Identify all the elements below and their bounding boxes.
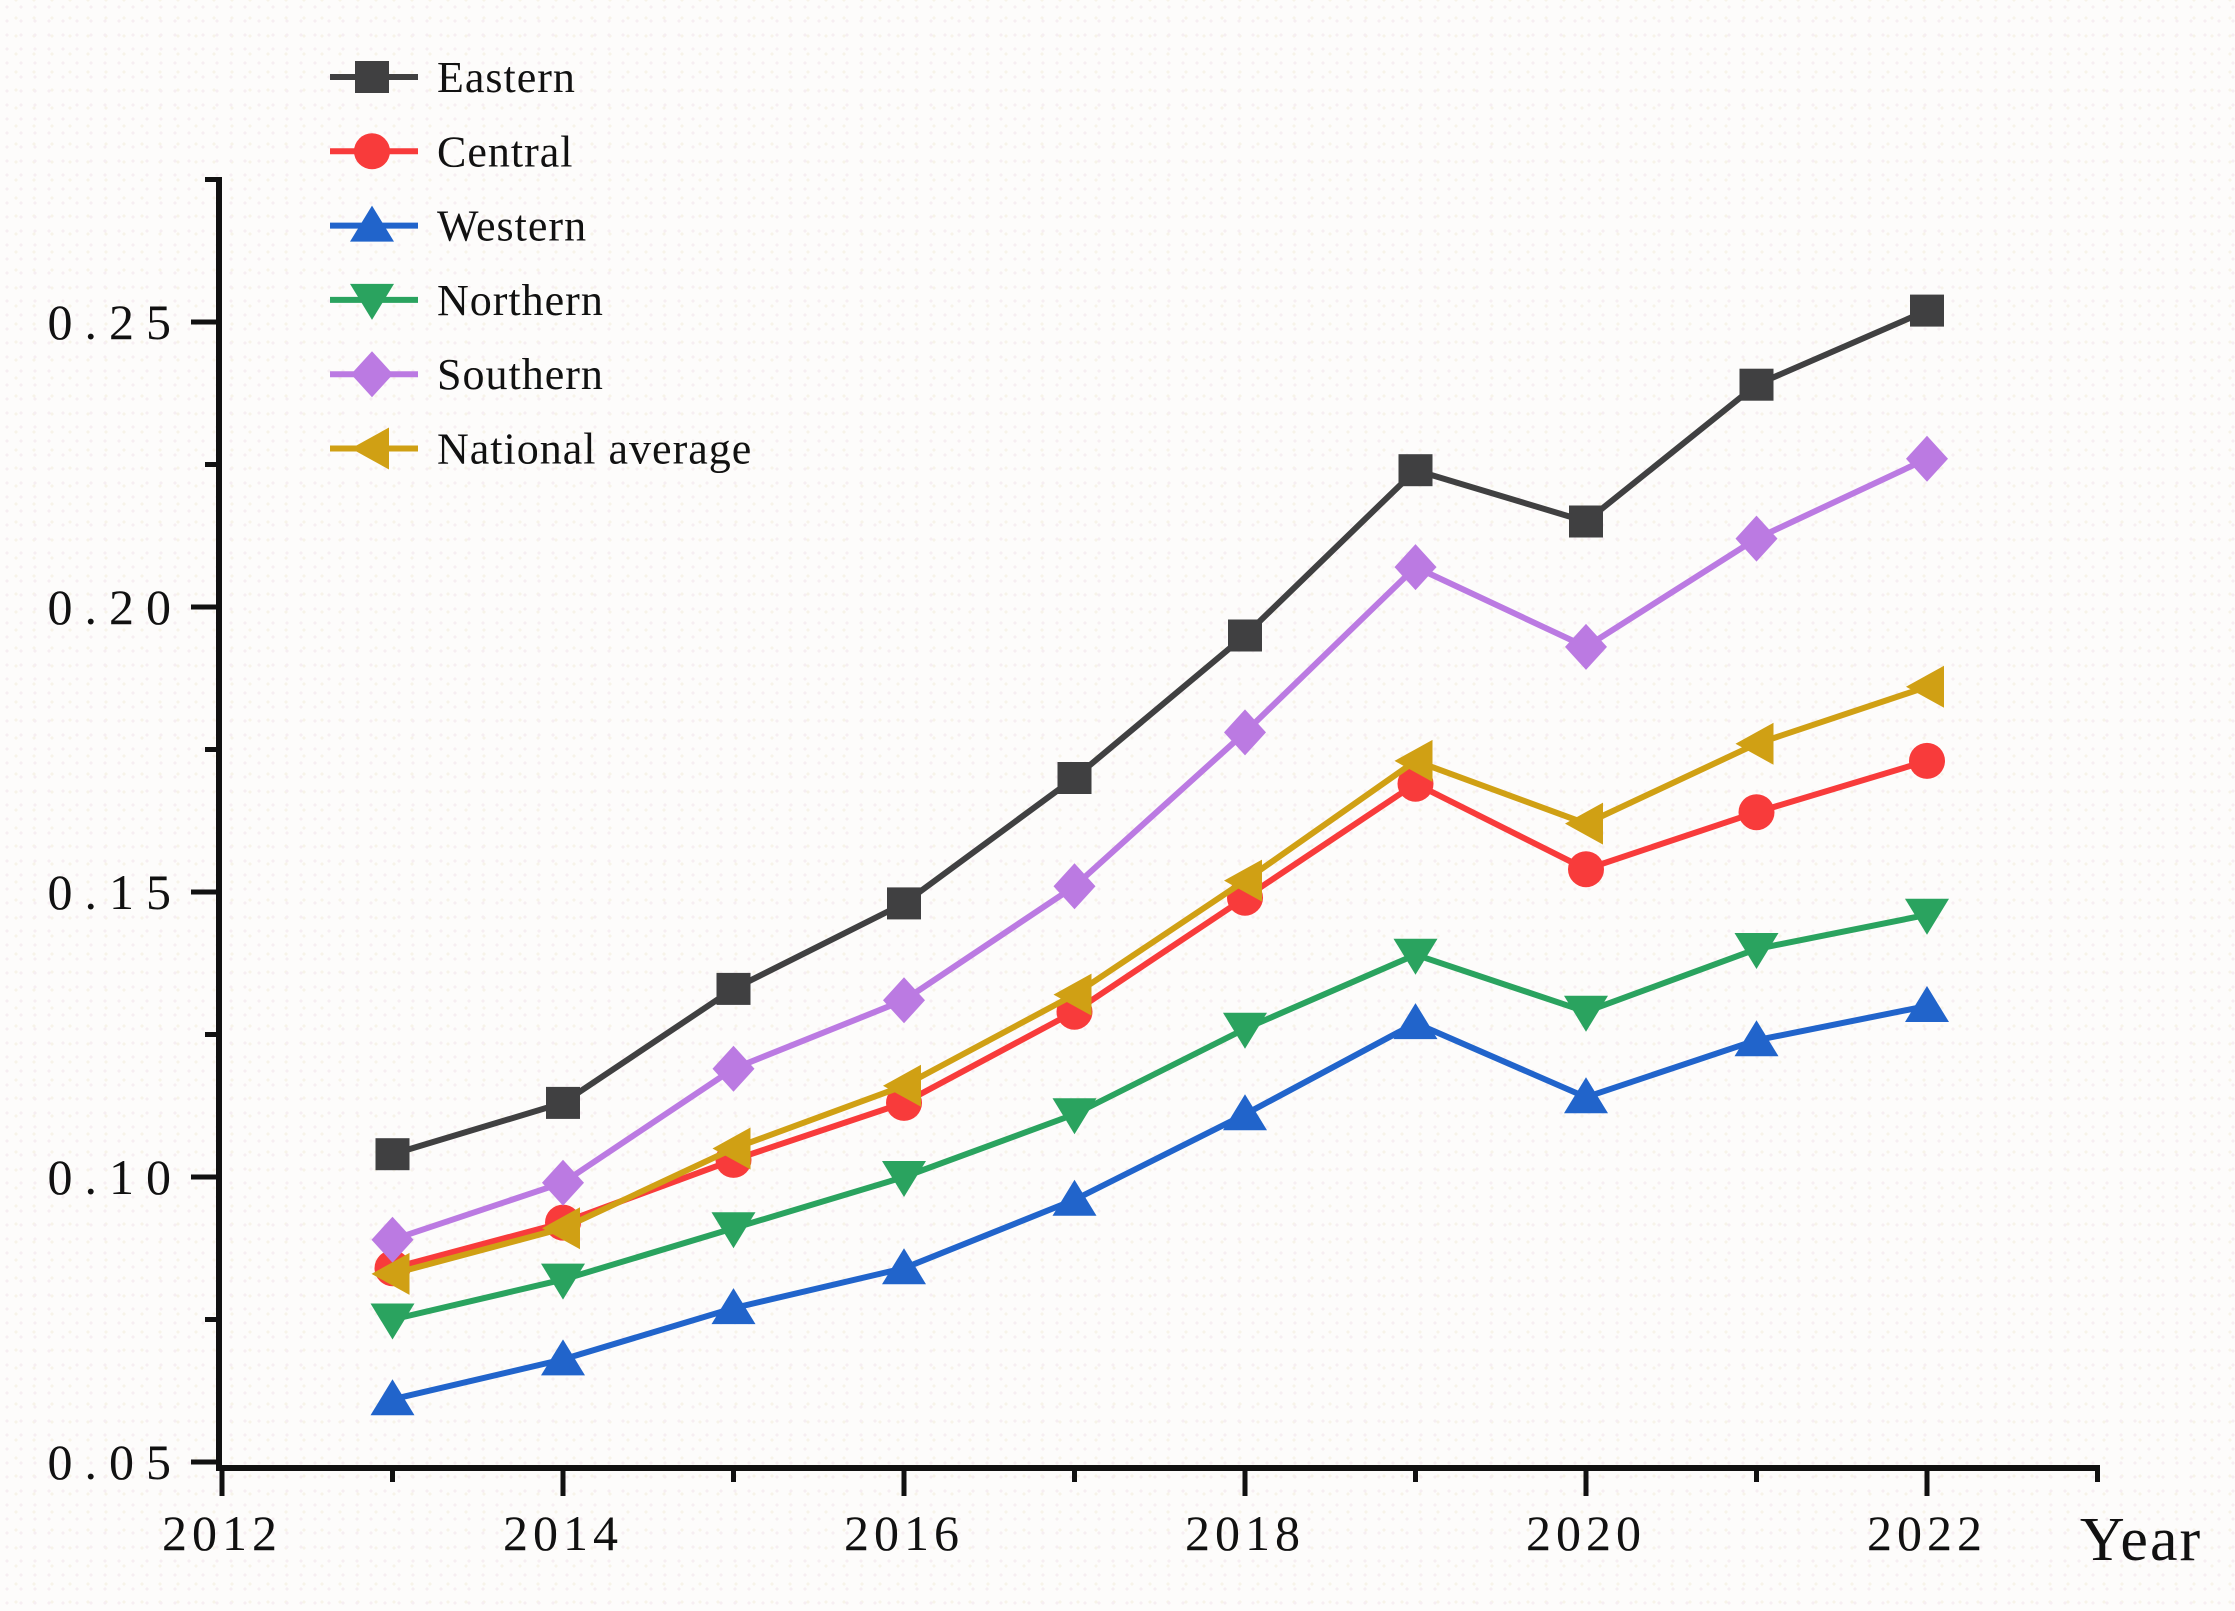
series-line [391,1003,1928,1403]
y-tick-label: 0.25 [48,294,184,350]
data-point-marker [1734,1020,1779,1057]
y-tick-label: 0.10 [48,1149,184,1205]
data-point-marker [370,1379,415,1416]
data-point-marker [887,887,921,920]
legend-marker-triangle-up [350,205,394,242]
data-point-marker [1568,851,1604,888]
data-point-marker [1057,762,1092,794]
legend-item-national-average: National average [330,425,752,474]
axes-layer: 0.05 0.10 0.15 0.20 0.25 2012 2014 2016 2018 2020… [48,177,2100,1561]
data-point-marker [1565,623,1607,670]
data-point-marker [711,1288,756,1325]
data-point-marker [711,1212,756,1249]
data-point-marker [1564,1077,1608,1114]
data-point-marker [1739,368,1774,401]
data-point-marker [1735,722,1774,765]
x-tick-label: 2022 [1867,1505,1987,1561]
data-point-marker [882,1161,926,1197]
data-point-marker [1906,665,1944,708]
series-eastern [375,294,1944,1171]
data-point-marker [1394,739,1433,782]
data-point-marker [1738,794,1775,831]
data-point-marker [882,1248,926,1285]
y-tick-label: 0.20 [48,579,184,635]
data-point-marker [1734,933,1779,969]
y-tick-label: 0.05 [48,1434,184,1490]
legend-marker-triangle-left [351,427,389,470]
legend-layer: Eastern Central Western Northern Southern Nat… [330,53,752,474]
legend-item-southern: Southern [330,350,604,399]
legend-label: Northern [437,276,604,325]
data-point-marker [371,1216,414,1263]
data-point-marker [1224,709,1266,756]
data-point-marker [371,1252,410,1295]
series-line [391,758,1928,1272]
data-point-marker [1393,1003,1438,1040]
series-line [391,307,1929,1158]
legend-item-western: Western [330,202,587,251]
series-line [391,683,1928,1277]
data-point-marker [1905,898,1949,935]
data-point-marker [1052,1098,1097,1135]
data-point-marker [883,977,925,1024]
legend-marker-circle [354,133,390,170]
data-point-marker [542,1159,584,1206]
data-point-marker [1228,619,1262,652]
series-line [391,456,1929,1243]
data-point-marker [1053,863,1096,910]
data-point-marker [1223,1012,1267,1049]
data-point-marker [1052,1179,1097,1216]
data-point-marker [541,1339,585,1376]
legend-marker-square [355,61,389,93]
x-tick-label: 2020 [1526,1505,1646,1561]
legend-marker-diamond [351,351,393,398]
data-point-marker [1393,938,1438,975]
x-tick-label: 2018 [1185,1505,1305,1561]
series-national-average [371,665,1944,1295]
data-point-marker [375,1138,410,1171]
x-tick-label: 2016 [844,1505,964,1561]
data-point-marker [712,1045,755,1092]
data-point-marker [1569,505,1603,538]
data-point-marker [1398,454,1433,487]
data-point-marker [541,1263,585,1300]
series-southern [371,435,1948,1263]
legend-label: Eastern [437,53,576,102]
data-point-marker [1905,986,1949,1022]
data-point-marker [1909,742,1945,779]
data-point-marker [542,1207,580,1250]
legend-item-northern: Northern [330,276,604,325]
legend-item-eastern: Eastern [330,53,576,102]
data-point-marker [1223,1094,1267,1131]
legend-label: Western [437,202,587,251]
data-point-marker [1906,435,1948,482]
legend-marker-triangle-down [350,283,394,320]
legend-label: National average [437,425,752,474]
data-point-marker [370,1303,415,1340]
data-point-marker [712,1127,751,1170]
data-point-marker [1565,802,1603,845]
y-tick-label: 0.15 [48,864,184,920]
legend-item-central: Central [330,127,574,176]
data-point-marker [1053,973,1092,1016]
data-point-marker [546,1086,580,1119]
data-point-marker [1224,859,1262,902]
data-point-marker [1564,995,1608,1032]
series-layer [370,294,1949,1416]
x-axis-title: Year [2080,1506,2202,1574]
x-tick-label: 2012 [162,1505,282,1561]
data-point-marker [1910,294,1944,327]
x-tick-label: 2014 [503,1505,623,1561]
series-line [391,911,1928,1323]
series-western [370,986,1949,1416]
series-northern [370,898,1949,1340]
legend-label: Central [437,127,574,176]
data-point-marker [1735,515,1778,562]
data-point-marker [716,972,751,1005]
data-point-marker [1394,544,1437,591]
legend-label: Southern [437,350,604,399]
data-point-marker [883,1064,921,1107]
